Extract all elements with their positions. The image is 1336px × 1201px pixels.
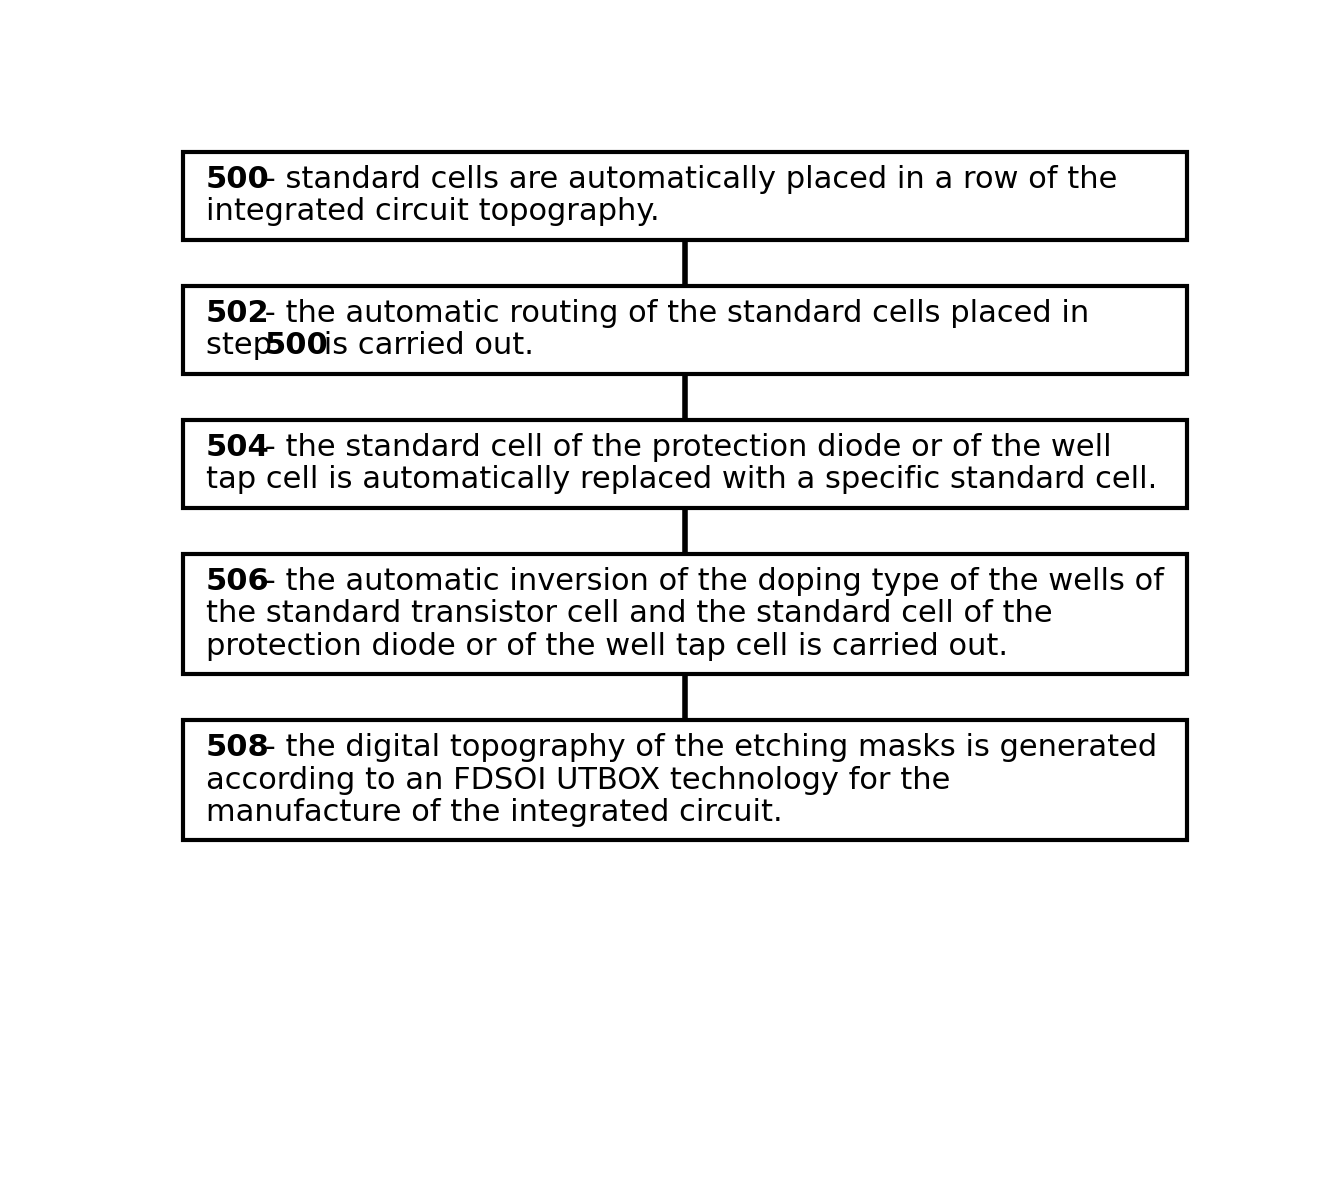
Text: protection diode or of the well tap cell is carried out.: protection diode or of the well tap cell…: [206, 632, 1007, 661]
Text: 504: 504: [206, 432, 270, 462]
Text: according to an FDSOI UTBOX technology for the: according to an FDSOI UTBOX technology f…: [206, 765, 950, 795]
Text: 508: 508: [206, 734, 270, 763]
Text: 502: 502: [206, 299, 270, 328]
Text: 500: 500: [265, 331, 329, 360]
Text: is carried out.: is carried out.: [314, 331, 534, 360]
FancyBboxPatch shape: [183, 721, 1186, 841]
Text: 500: 500: [206, 165, 270, 195]
FancyBboxPatch shape: [183, 286, 1186, 374]
Text: manufacture of the integrated circuit.: manufacture of the integrated circuit.: [206, 797, 783, 827]
FancyBboxPatch shape: [183, 151, 1186, 240]
Text: step: step: [206, 331, 282, 360]
Text: the standard transistor cell and the standard cell of the: the standard transistor cell and the sta…: [206, 599, 1053, 628]
Text: - the digital topography of the etching masks is generated: - the digital topography of the etching …: [255, 734, 1157, 763]
Text: - standard cells are automatically placed in a row of the: - standard cells are automatically place…: [255, 165, 1117, 195]
Text: - the standard cell of the protection diode or of the well: - the standard cell of the protection di…: [255, 432, 1112, 462]
Text: integrated circuit topography.: integrated circuit topography.: [206, 197, 660, 226]
Text: tap cell is automatically replaced with a specific standard cell.: tap cell is automatically replaced with …: [206, 465, 1157, 495]
Text: - the automatic inversion of the doping type of the wells of: - the automatic inversion of the doping …: [255, 567, 1164, 596]
FancyBboxPatch shape: [183, 420, 1186, 508]
Text: - the automatic routing of the standard cells placed in: - the automatic routing of the standard …: [255, 299, 1089, 328]
Text: 506: 506: [206, 567, 270, 596]
FancyBboxPatch shape: [183, 554, 1186, 674]
